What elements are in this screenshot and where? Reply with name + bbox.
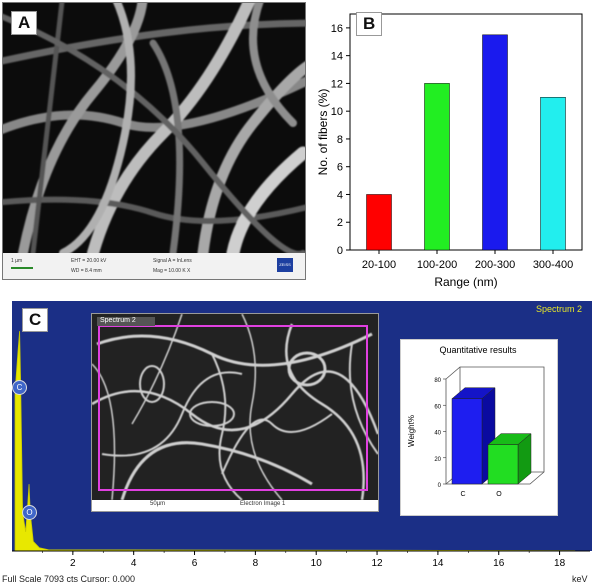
bar [540, 97, 566, 251]
eht-info: EHT = 20.00 kV [71, 258, 107, 264]
inset-title: Spectrum 2 [100, 317, 136, 324]
mag-info: Mag = 10.00 K X [153, 268, 191, 274]
peak-marker-c: C [12, 380, 27, 395]
y-tick-label: 12 [331, 78, 343, 90]
scale-label: 1 µm [11, 258, 23, 264]
qr-y-ticks: 0 20 40 60 80 [434, 378, 446, 489]
selection-rectangle [98, 325, 368, 491]
spectrum-x-tick-label: 6 [192, 558, 198, 569]
eds-spectrum: 2 4 6 8 10 12 14 16 18 [12, 331, 590, 569]
y-axis-ticks: 0 2 4 6 8 10 12 14 16 [331, 23, 350, 257]
spectrum-x-tick-label: 10 [311, 558, 323, 569]
zeiss-logo: ZEISS [277, 258, 293, 272]
bar [366, 194, 392, 251]
panel-label-b: B [356, 12, 383, 36]
qr-y-tick-label: 80 [434, 378, 441, 384]
y-tick-label: 16 [331, 23, 343, 35]
spectrum-x-tick-label: 18 [554, 558, 566, 569]
spectrum-x-tick-label: 8 [253, 558, 259, 569]
qr-x-tick-label: C [460, 491, 465, 498]
peak-marker-c-text: C [16, 383, 23, 392]
signal-info: Signal A = InLens [153, 258, 192, 264]
spectrum-x-tick-label: 4 [131, 558, 137, 569]
bars [366, 34, 566, 251]
qr-y-tick-label: 20 [434, 457, 441, 463]
panel-label-a: A [11, 11, 38, 35]
inset-scale: 50µm [150, 501, 166, 507]
y-tick-label: 8 [337, 134, 343, 146]
sem-fiber-image [3, 3, 305, 253]
spectrum-label: Spectrum 2 [536, 304, 583, 314]
fiber-diameter-bar-chart: 0 2 4 6 8 10 12 14 16 20-100 100-200 200-300 300-40… [316, 13, 583, 289]
y-tick-label: 0 [337, 245, 343, 257]
peak-marker-o-text: O [26, 508, 33, 517]
spectrum-area [14, 331, 576, 552]
y-tick-label: 2 [337, 217, 343, 229]
inset-caption: Electron Image 1 [240, 501, 286, 507]
qr-y-tick-label: 60 [434, 404, 441, 410]
peak-marker-o: O [22, 505, 37, 520]
x-tick-label: 200-300 [475, 259, 515, 271]
y-tick-label: 14 [331, 51, 343, 63]
x-axis-ticks: 20-100 100-200 200-300 300-400 [362, 250, 573, 271]
sem-image-panel-a: A 1 µm EHT = 20.00 kV WD = 8.4 mm Signal… [2, 2, 306, 280]
x-tick-label: 20-100 [362, 259, 396, 271]
y-tick-label: 4 [337, 189, 343, 201]
x-tick-label: 100-200 [417, 259, 457, 271]
qr-y-tick-label: 40 [434, 431, 441, 437]
qr-title: Quantitative results [439, 345, 517, 355]
qr-bar [451, 398, 483, 485]
spectrum-x-tick-label: 12 [371, 558, 383, 569]
zeiss-logo-text: ZEISS [279, 262, 291, 267]
electron-image-inset: Spectrum 2 50µm Electron Image 1 [91, 313, 379, 512]
spectrum-trace [14, 331, 576, 552]
y-tick-label: 6 [337, 162, 343, 174]
electron-image [92, 314, 378, 500]
spectrum-unit: keV [572, 574, 588, 584]
panel-label-c: C [22, 308, 49, 332]
qr-bars [451, 387, 532, 485]
scale-bar-line [11, 267, 33, 269]
y-axis-label: No. of fibers (%) [316, 89, 330, 176]
spectrum-footer: Full Scale 7093 cts Cursor: 0.000 [2, 574, 136, 584]
qr-bar [487, 444, 519, 485]
wd-info: WD = 8.4 mm [71, 268, 102, 274]
sem-info-bar: 1 µm EHT = 20.00 kV WD = 8.4 mm Signal A… [3, 253, 305, 279]
x-axis-label: Range (nm) [434, 275, 497, 289]
qr-x-tick-label: O [496, 491, 502, 498]
qr-y-tick-label: 0 [438, 483, 442, 489]
spectrum-x-tick-label: 14 [432, 558, 444, 569]
qr-y-axis-label: Weight% [407, 415, 416, 447]
y-tick-label: 10 [331, 106, 343, 118]
spectrum-x-tick-label: 16 [493, 558, 505, 569]
spectrum-x-tick-label: 2 [70, 558, 76, 569]
bar [482, 34, 508, 251]
bar [424, 83, 450, 251]
x-tick-label: 300-400 [533, 259, 573, 271]
spectrum-x-ticks: 2 4 6 8 10 12 14 16 18 [42, 551, 566, 569]
